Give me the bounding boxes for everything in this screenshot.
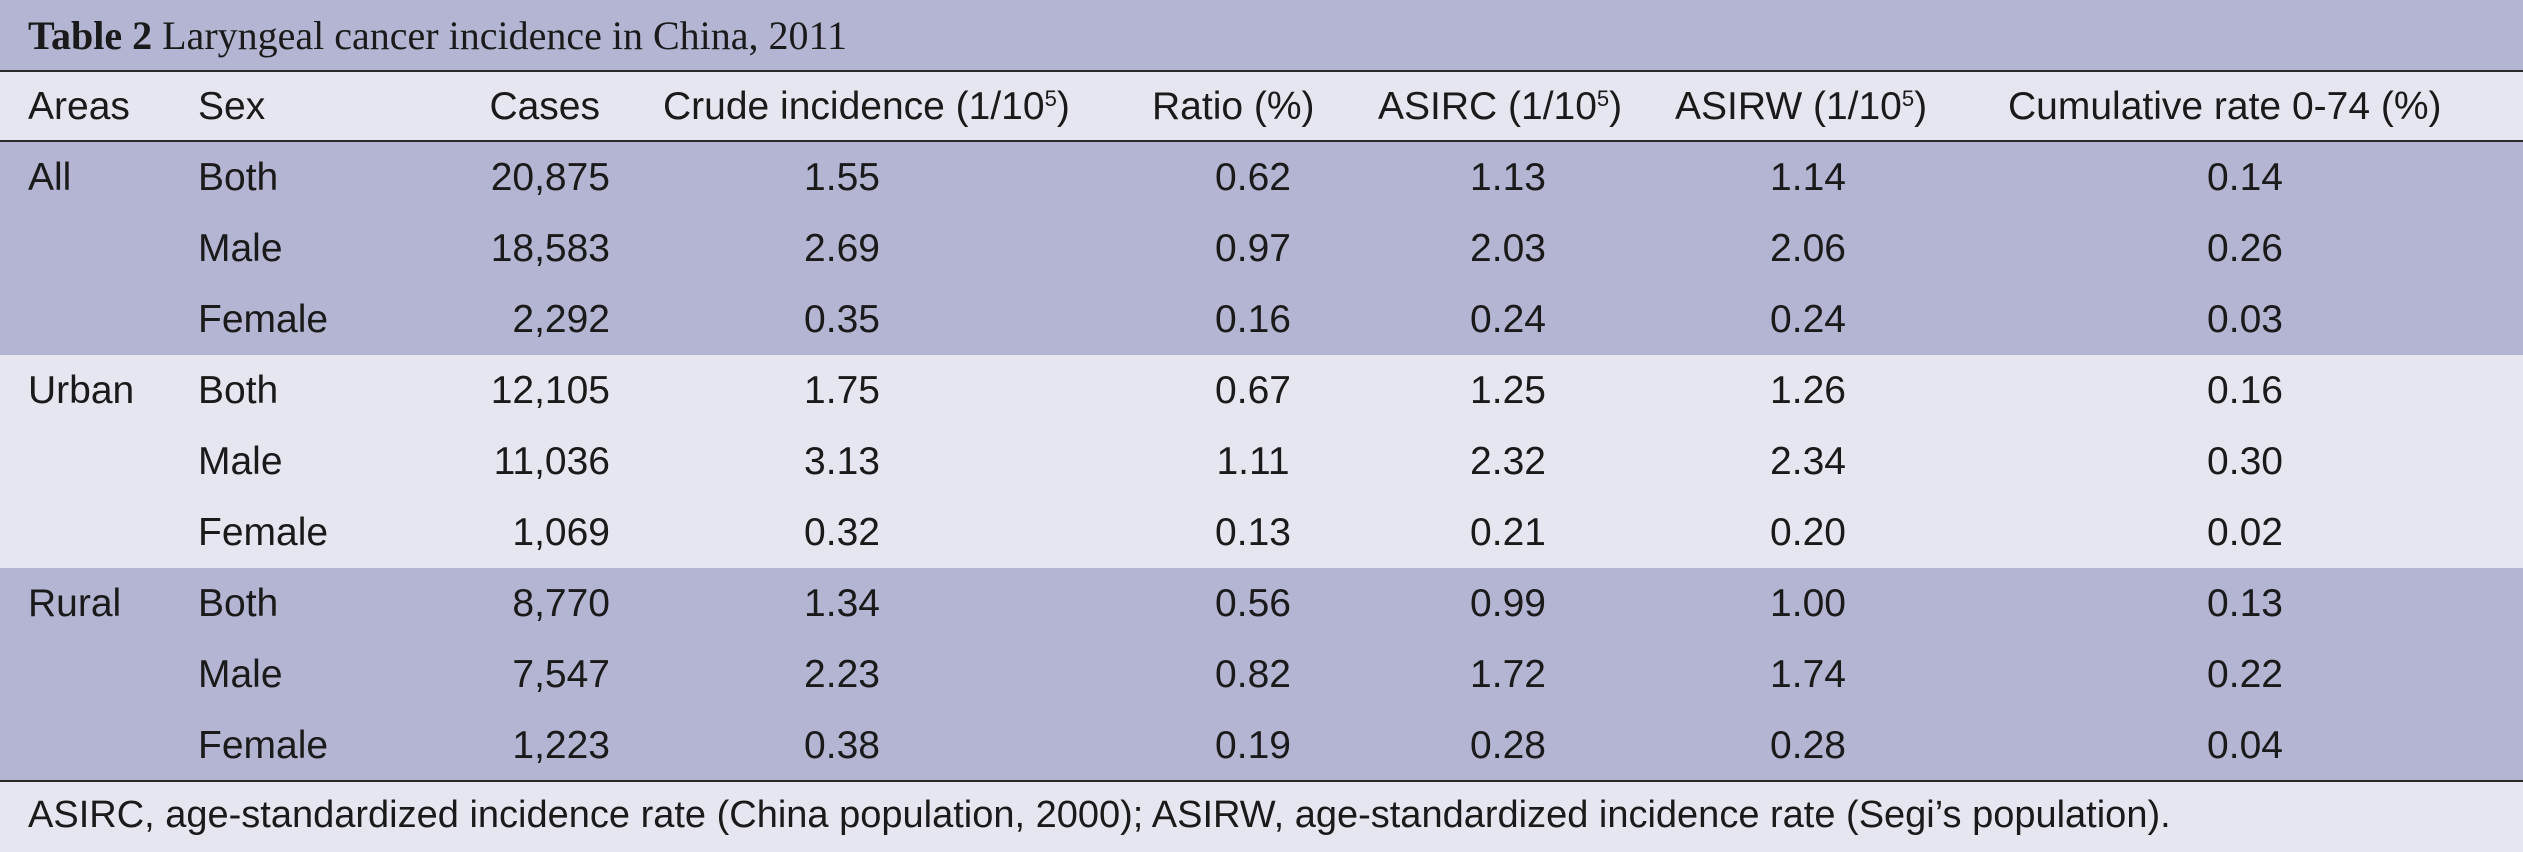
table-number: Table 2 [28, 13, 153, 58]
cell-cumulative: 0.26 [2207, 227, 2283, 270]
cell-cumulative: 0.14 [2207, 156, 2283, 199]
header-crude-incidence: Crude incidence (1/105) [663, 72, 1070, 142]
cell-cases: 11,036 [493, 440, 610, 483]
cell-ratio: 0.67 [1215, 369, 1291, 412]
cell-asirw: 0.28 [1770, 724, 1846, 767]
area-label: All [28, 156, 72, 199]
cell-cumulative: 0.04 [2207, 724, 2283, 767]
group-rural: Rural Both 8,770 1.34 0.56 0.99 1.00 0.1… [0, 568, 2523, 780]
cell-sex: Both [198, 582, 279, 625]
cell-sex: Female [198, 724, 329, 767]
header-areas: Areas [28, 85, 130, 128]
cell-ratio: 0.56 [1215, 582, 1291, 625]
cell-ratio: 0.62 [1215, 156, 1291, 199]
cell-crude: 0.32 [804, 511, 880, 554]
cell-cases: 18,583 [490, 227, 610, 270]
cell-cases: 1,223 [512, 724, 610, 767]
header-asirw: ASIRW (1/105) [1675, 72, 1927, 142]
cell-sex: Both [198, 369, 279, 412]
header-ratio: Ratio (%) [1152, 85, 1315, 128]
cell-ratio: 0.19 [1215, 724, 1291, 767]
cell-cumulative: 0.03 [2207, 298, 2283, 341]
cell-asirc: 0.21 [1470, 511, 1546, 554]
header-sex: Sex [198, 85, 266, 128]
header-asirw-close: ) [1914, 85, 1928, 128]
cell-cumulative: 0.13 [2207, 582, 2283, 625]
group-urban: Urban Both 12,105 1.75 0.67 1.25 1.26 0.… [0, 355, 2523, 568]
cell-cumulative: 0.22 [2207, 653, 2283, 696]
cell-crude: 2.23 [804, 653, 880, 696]
cell-sex: Male [198, 653, 283, 696]
header-cumulative-rate: Cumulative rate 0-74 (%) [2008, 85, 2442, 128]
cell-asirc: 0.28 [1470, 724, 1546, 767]
cell-crude: 2.69 [804, 227, 880, 270]
header-cases: Cases [489, 85, 600, 128]
header-asirc: ASIRC (1/105) [1378, 72, 1622, 142]
cell-crude: 3.13 [804, 440, 880, 483]
cell-ratio: 0.82 [1215, 653, 1291, 696]
cell-asirc: 2.03 [1470, 227, 1546, 270]
cell-asirc: 1.25 [1470, 369, 1546, 412]
cell-cases: 7,547 [512, 653, 610, 696]
cell-sex: Female [198, 511, 329, 554]
header-asirw-sup: 5 [1901, 86, 1915, 111]
area-label: Urban [28, 369, 135, 412]
cell-cases: 2,292 [512, 298, 610, 341]
header-crude-text: Crude incidence (1/10 [663, 85, 1045, 128]
header-crude-close: ) [1056, 85, 1070, 128]
cell-ratio: 0.97 [1215, 227, 1291, 270]
area-label: Rural [28, 582, 122, 625]
cell-ratio: 0.13 [1215, 511, 1291, 554]
cell-crude: 0.35 [804, 298, 880, 341]
cell-sex: Male [198, 227, 283, 270]
cell-sex: Female [198, 298, 329, 341]
header-asirc-text: ASIRC (1/10 [1378, 85, 1597, 128]
cell-cumulative: 0.30 [2207, 440, 2283, 483]
cell-asirc: 1.72 [1470, 653, 1546, 696]
header-crude-sup: 5 [1044, 86, 1057, 111]
cell-asirw: 0.24 [1770, 298, 1846, 341]
cell-crude: 0.38 [804, 724, 880, 767]
cell-crude: 1.34 [804, 582, 880, 625]
cell-asirc: 0.24 [1470, 298, 1546, 341]
cell-asirc: 1.13 [1470, 156, 1546, 199]
cell-asirw: 1.26 [1770, 369, 1846, 412]
cell-asirc: 0.99 [1470, 582, 1546, 625]
cell-cumulative: 0.16 [2207, 369, 2283, 412]
header-asirw-text: ASIRW (1/10 [1675, 85, 1902, 128]
cell-asirw: 2.34 [1770, 440, 1846, 483]
cell-sex: Both [198, 156, 279, 199]
cell-ratio: 0.16 [1215, 298, 1291, 341]
cell-asirc: 2.32 [1470, 440, 1546, 483]
table-title: Table 2 Laryngeal cancer incidence in Ch… [0, 0, 2523, 72]
header-asirc-close: ) [1609, 85, 1623, 128]
cell-cumulative: 0.02 [2207, 511, 2283, 554]
cell-crude: 1.75 [804, 369, 880, 412]
cell-ratio: 1.11 [1216, 440, 1290, 483]
cell-sex: Male [198, 440, 283, 483]
cell-cases: 8,770 [512, 582, 610, 625]
cell-crude: 1.55 [804, 156, 880, 199]
cell-asirw: 0.20 [1770, 511, 1846, 554]
cell-asirw: 1.00 [1770, 582, 1846, 625]
cell-asirw: 1.74 [1770, 653, 1846, 696]
cell-asirw: 1.14 [1770, 156, 1846, 199]
cell-asirw: 2.06 [1770, 227, 1846, 270]
header-row: Areas Sex Cases Crude incidence (1/105) … [0, 72, 2523, 142]
cell-cases: 12,105 [490, 369, 610, 412]
group-all: All Both 20,875 1.55 0.62 1.13 1.14 0.14… [0, 142, 2523, 355]
table-footnote: ASIRC, age-standardized incidence rate (… [0, 780, 2523, 852]
table-caption: Laryngeal cancer incidence in China, 201… [152, 13, 848, 58]
cell-cases: 20,875 [490, 156, 610, 199]
cell-cases: 1,069 [512, 511, 610, 554]
header-asirc-sup: 5 [1596, 86, 1610, 111]
